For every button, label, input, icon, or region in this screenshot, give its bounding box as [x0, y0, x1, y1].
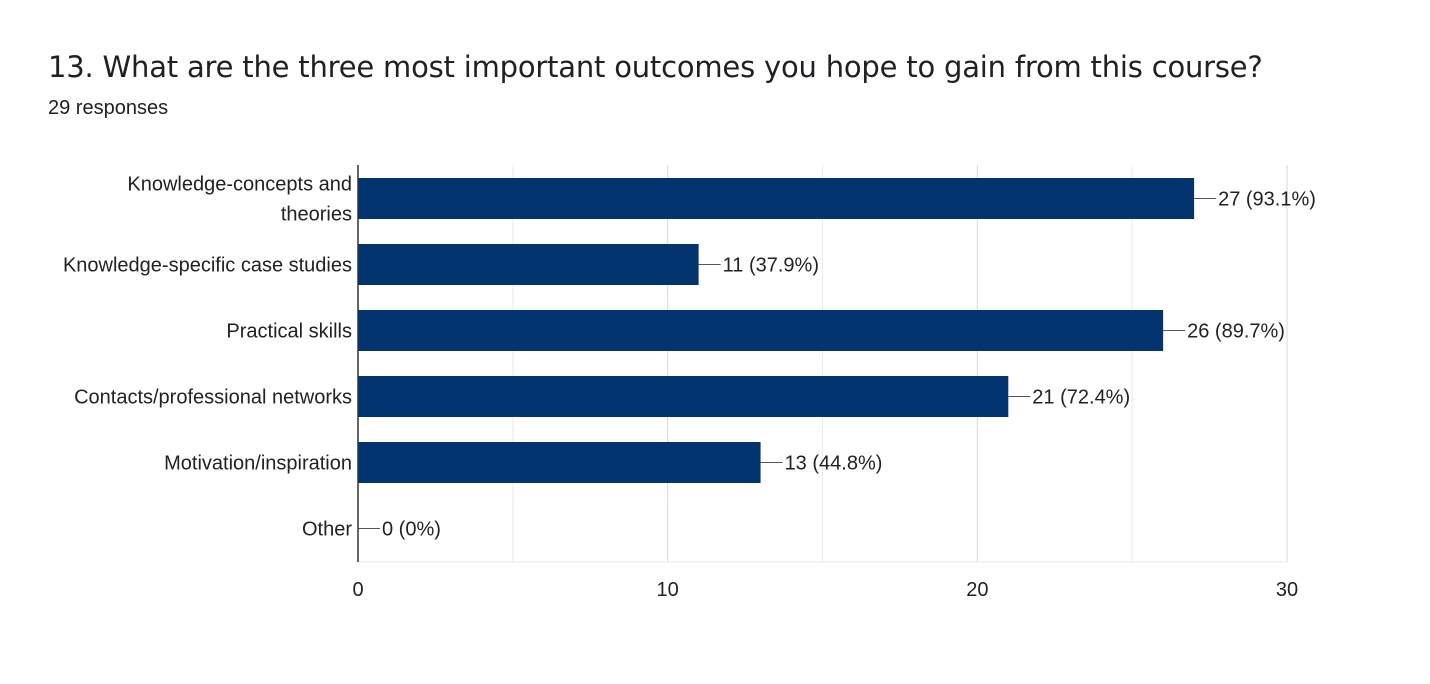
category-label: Knowledge-concepts and theories: [127, 174, 352, 226]
x-tick-label: 0: [352, 579, 363, 601]
x-tick-label: 10: [657, 579, 679, 601]
question-title: 13. What are the three most important ou…: [48, 50, 1263, 84]
data-label: 27 (93.1%): [1218, 189, 1316, 211]
category-label: Practical skills: [226, 321, 352, 343]
category-label: Contacts/professional networks: [74, 387, 352, 409]
bar: [358, 178, 1195, 219]
data-label: 0 (0%): [382, 519, 441, 541]
bar: [358, 442, 761, 483]
data-label: 26 (89.7%): [1187, 321, 1285, 343]
category-label: Motivation/inspiration: [164, 453, 352, 475]
category-label: Knowledge-specific case studies: [63, 255, 352, 277]
data-label: 11 (37.9%): [723, 255, 819, 277]
bar: [358, 244, 699, 285]
x-tick-label: 20: [966, 579, 988, 601]
category-label: Other: [302, 519, 352, 541]
response-count: 29 responses: [48, 97, 169, 119]
bar: [358, 376, 1009, 417]
x-tick-label: 30: [1276, 579, 1298, 601]
data-label: 13 (44.8%): [785, 453, 883, 475]
data-label: 21 (72.4%): [1032, 387, 1130, 409]
bar: [358, 310, 1164, 351]
